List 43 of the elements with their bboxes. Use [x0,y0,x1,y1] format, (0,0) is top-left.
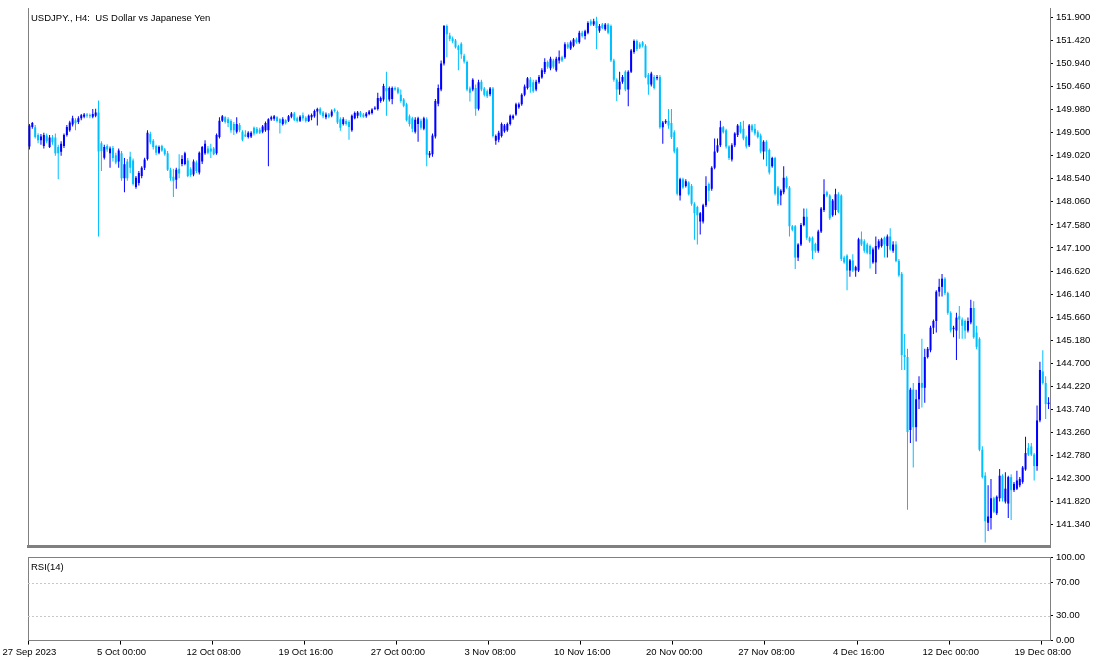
x-tick-label: 12 Dec 00:00 [922,645,979,657]
y-tick-label: 149.980 [1056,103,1091,115]
y-tick-label: 148.060 [1056,195,1091,207]
x-tick-label: 5 Oct 00:00 [97,645,147,657]
y-tick-label: 149.500 [1056,126,1091,138]
y-tick-label: 144.220 [1056,379,1091,391]
y-tick-label: 143.740 [1056,403,1091,414]
y-tick-label: 151.420 [1056,34,1091,46]
x-tick-label: 19 Oct 16:00 [278,645,334,657]
y-tick-label: 142.780 [1056,449,1091,461]
y-tick-label: 147.100 [1056,241,1091,253]
y-tick-label: 146.140 [1056,287,1091,299]
y-tick-label: 70.00 [1056,576,1080,588]
y-tick-label: 150.940 [1056,57,1091,69]
y-tick-label: 147.580 [1056,218,1091,230]
x-tick-label: 12 Oct 08:00 [186,645,241,657]
y-tick-label: 148.540 [1056,172,1091,184]
y-tick-label: 150.460 [1056,80,1091,92]
y-tick-label: 142.300 [1056,472,1091,484]
y-tick-label: 100.00 [1056,551,1086,563]
y-tick-label: 145.180 [1056,333,1091,345]
chart-title: USDJPY., H4: US Dollar vs Japanese Yen [31,12,211,24]
x-tick-label: 4 Dec 16:00 [832,645,885,657]
chart-title: RSI(14) [31,561,64,573]
y-tick-label: 143.260 [1056,426,1091,438]
y-tick-label: 0.00 [1056,634,1075,646]
y-tick-label: 149.020 [1056,149,1091,161]
x-tick-label: 27 Nov 08:00 [738,645,795,657]
y-tick-label: 151.900 [1056,10,1091,22]
y-tick-label: 146.620 [1056,264,1091,276]
x-tick-label: 27 Oct 00:00 [370,645,426,657]
y-tick-label: 144.700 [1056,356,1091,368]
x-tick-label: 19 Dec 08:00 [1014,645,1072,657]
candlestick [920,338,923,408]
x-tick-label: 27 Sep 2023 [2,645,57,657]
candlestick [181,155,184,167]
y-tick-label: 30.00 [1056,609,1080,621]
x-tick-label: 3 Nov 08:00 [464,645,516,657]
y-tick-label: 141.340 [1056,518,1091,530]
y-tick-label: 145.660 [1056,310,1091,322]
x-tick-label: 10 Nov 16:00 [553,645,611,657]
y-tick-label: 141.820 [1056,495,1091,507]
x-tick-label: 20 Nov 00:00 [646,645,703,657]
